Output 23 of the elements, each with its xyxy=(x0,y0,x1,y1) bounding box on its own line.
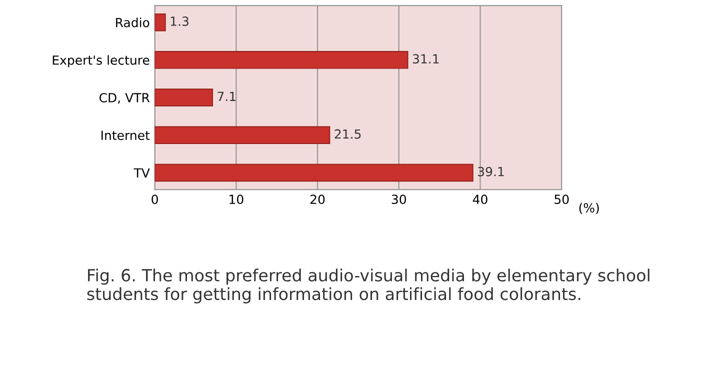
y-tick-label: Internet xyxy=(102,130,150,140)
y-tick-label: Radio xyxy=(116,18,150,28)
bar xyxy=(154,13,166,32)
x-tick-label: 50 xyxy=(554,194,569,204)
data-label: 7.1 xyxy=(218,92,236,101)
data-label: 21.5 xyxy=(334,129,361,139)
bar xyxy=(154,51,408,69)
bar xyxy=(154,126,330,144)
y-tick-label: CD, VTR xyxy=(99,92,150,104)
x-tick-label: 20 xyxy=(310,194,325,204)
bar xyxy=(154,88,213,106)
x-tick-label: 0 xyxy=(152,194,158,204)
y-tick-label: Expert's lecture xyxy=(52,55,150,68)
caption: Fig. 6. The most preferred audio-visual media by elementary school students for getting information on artificial food colorants. xyxy=(87,268,650,304)
x-tick-label: 10 xyxy=(230,194,244,204)
x-tick-label: 40 xyxy=(472,194,488,204)
y-tick-label: TV xyxy=(134,168,150,178)
x-axis-title: (%) xyxy=(579,202,599,214)
data-label: 31.1 xyxy=(412,54,439,64)
x-tick-label: 30 xyxy=(392,194,406,204)
data-label: 1.3 xyxy=(170,16,188,26)
bar xyxy=(154,164,474,182)
data-label: 39.1 xyxy=(478,166,504,176)
